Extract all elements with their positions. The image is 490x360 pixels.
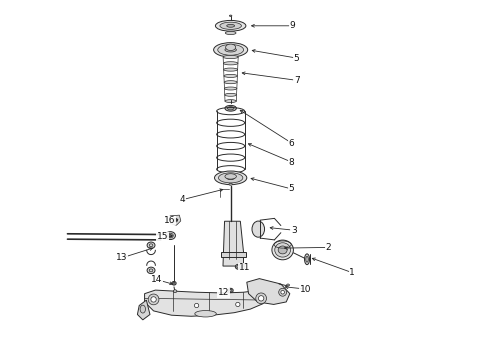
Text: 2: 2: [325, 243, 331, 252]
Ellipse shape: [229, 289, 232, 292]
Ellipse shape: [225, 174, 236, 179]
Ellipse shape: [278, 246, 287, 254]
Ellipse shape: [272, 240, 294, 260]
Ellipse shape: [195, 303, 199, 308]
Ellipse shape: [195, 311, 216, 317]
Ellipse shape: [225, 100, 236, 103]
Ellipse shape: [166, 231, 175, 239]
Ellipse shape: [224, 87, 237, 90]
Ellipse shape: [219, 173, 243, 183]
Polygon shape: [223, 221, 244, 266]
Ellipse shape: [225, 31, 236, 35]
Polygon shape: [242, 265, 245, 269]
Ellipse shape: [147, 242, 155, 248]
Ellipse shape: [223, 62, 238, 65]
Ellipse shape: [224, 81, 237, 84]
Text: 14: 14: [151, 275, 163, 284]
Ellipse shape: [223, 55, 238, 59]
Ellipse shape: [151, 297, 156, 302]
Ellipse shape: [256, 293, 267, 304]
Text: 5: 5: [289, 184, 294, 193]
Ellipse shape: [275, 243, 291, 257]
Ellipse shape: [227, 24, 235, 27]
Ellipse shape: [224, 75, 237, 77]
Ellipse shape: [220, 22, 242, 30]
Text: 10: 10: [299, 284, 311, 293]
Ellipse shape: [229, 15, 232, 17]
Text: 15: 15: [157, 232, 168, 241]
Text: 12: 12: [218, 288, 229, 297]
Text: 4: 4: [179, 195, 185, 204]
Text: 1: 1: [349, 268, 355, 277]
Ellipse shape: [169, 234, 172, 237]
Ellipse shape: [306, 256, 308, 262]
Text: 3: 3: [291, 226, 296, 235]
Ellipse shape: [216, 21, 246, 31]
Polygon shape: [145, 290, 269, 316]
Text: 16: 16: [164, 216, 175, 225]
Ellipse shape: [215, 171, 247, 185]
Ellipse shape: [252, 221, 265, 237]
Ellipse shape: [173, 282, 175, 284]
Ellipse shape: [225, 44, 236, 50]
Polygon shape: [137, 300, 150, 320]
Ellipse shape: [172, 282, 176, 285]
Ellipse shape: [223, 68, 238, 71]
Ellipse shape: [236, 302, 240, 307]
Text: 7: 7: [294, 76, 299, 85]
Ellipse shape: [304, 254, 310, 265]
Ellipse shape: [225, 93, 237, 96]
Text: 13: 13: [116, 253, 128, 262]
Text: 9: 9: [290, 21, 295, 30]
Ellipse shape: [281, 291, 285, 294]
Ellipse shape: [225, 48, 236, 52]
Ellipse shape: [227, 176, 235, 180]
Ellipse shape: [174, 219, 177, 222]
Text: 5: 5: [294, 54, 299, 63]
Ellipse shape: [258, 296, 264, 301]
Ellipse shape: [225, 105, 236, 111]
Ellipse shape: [287, 284, 290, 286]
Ellipse shape: [214, 42, 247, 57]
Ellipse shape: [148, 294, 159, 305]
Text: 6: 6: [289, 139, 294, 148]
Ellipse shape: [235, 264, 242, 269]
Ellipse shape: [279, 288, 287, 296]
Ellipse shape: [227, 107, 234, 110]
Ellipse shape: [218, 44, 244, 55]
Ellipse shape: [173, 290, 177, 293]
Ellipse shape: [229, 183, 232, 185]
Text: 11: 11: [239, 264, 250, 273]
Ellipse shape: [237, 265, 240, 268]
Ellipse shape: [228, 288, 233, 293]
Polygon shape: [220, 252, 246, 257]
Ellipse shape: [140, 305, 146, 313]
Ellipse shape: [147, 267, 155, 274]
Text: 8: 8: [289, 158, 294, 167]
Polygon shape: [170, 215, 181, 225]
Polygon shape: [247, 279, 290, 305]
